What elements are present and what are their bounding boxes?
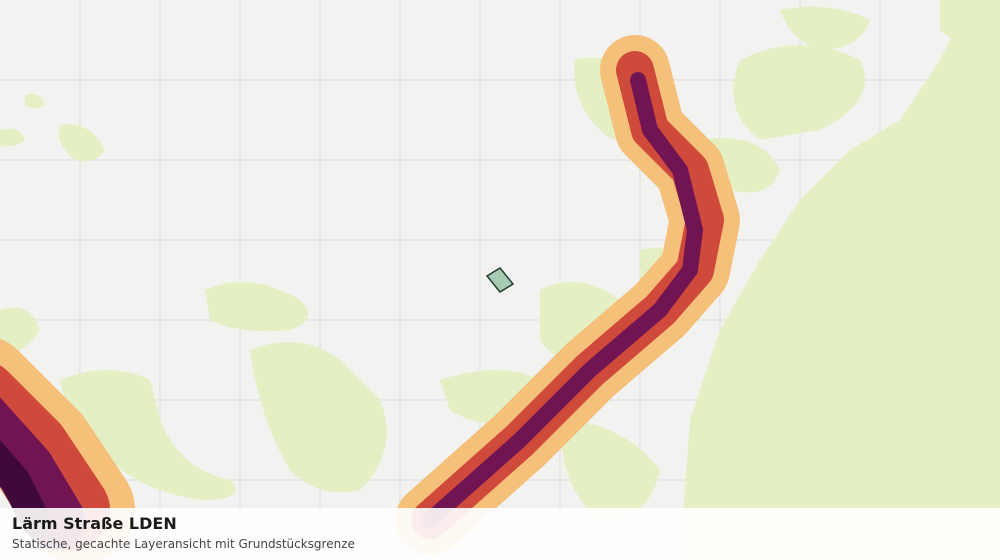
layer-title: Lärm Straße LDEN — [12, 514, 177, 533]
layer-subtitle: Statische, gecachte Layeransicht mit Gru… — [12, 537, 355, 551]
parcel-boundary[interactable] — [485, 267, 515, 293]
noise-bands — [0, 35, 740, 560]
legend-footer: Lärm Straße LDEN Statische, gecachte Lay… — [0, 508, 1000, 560]
